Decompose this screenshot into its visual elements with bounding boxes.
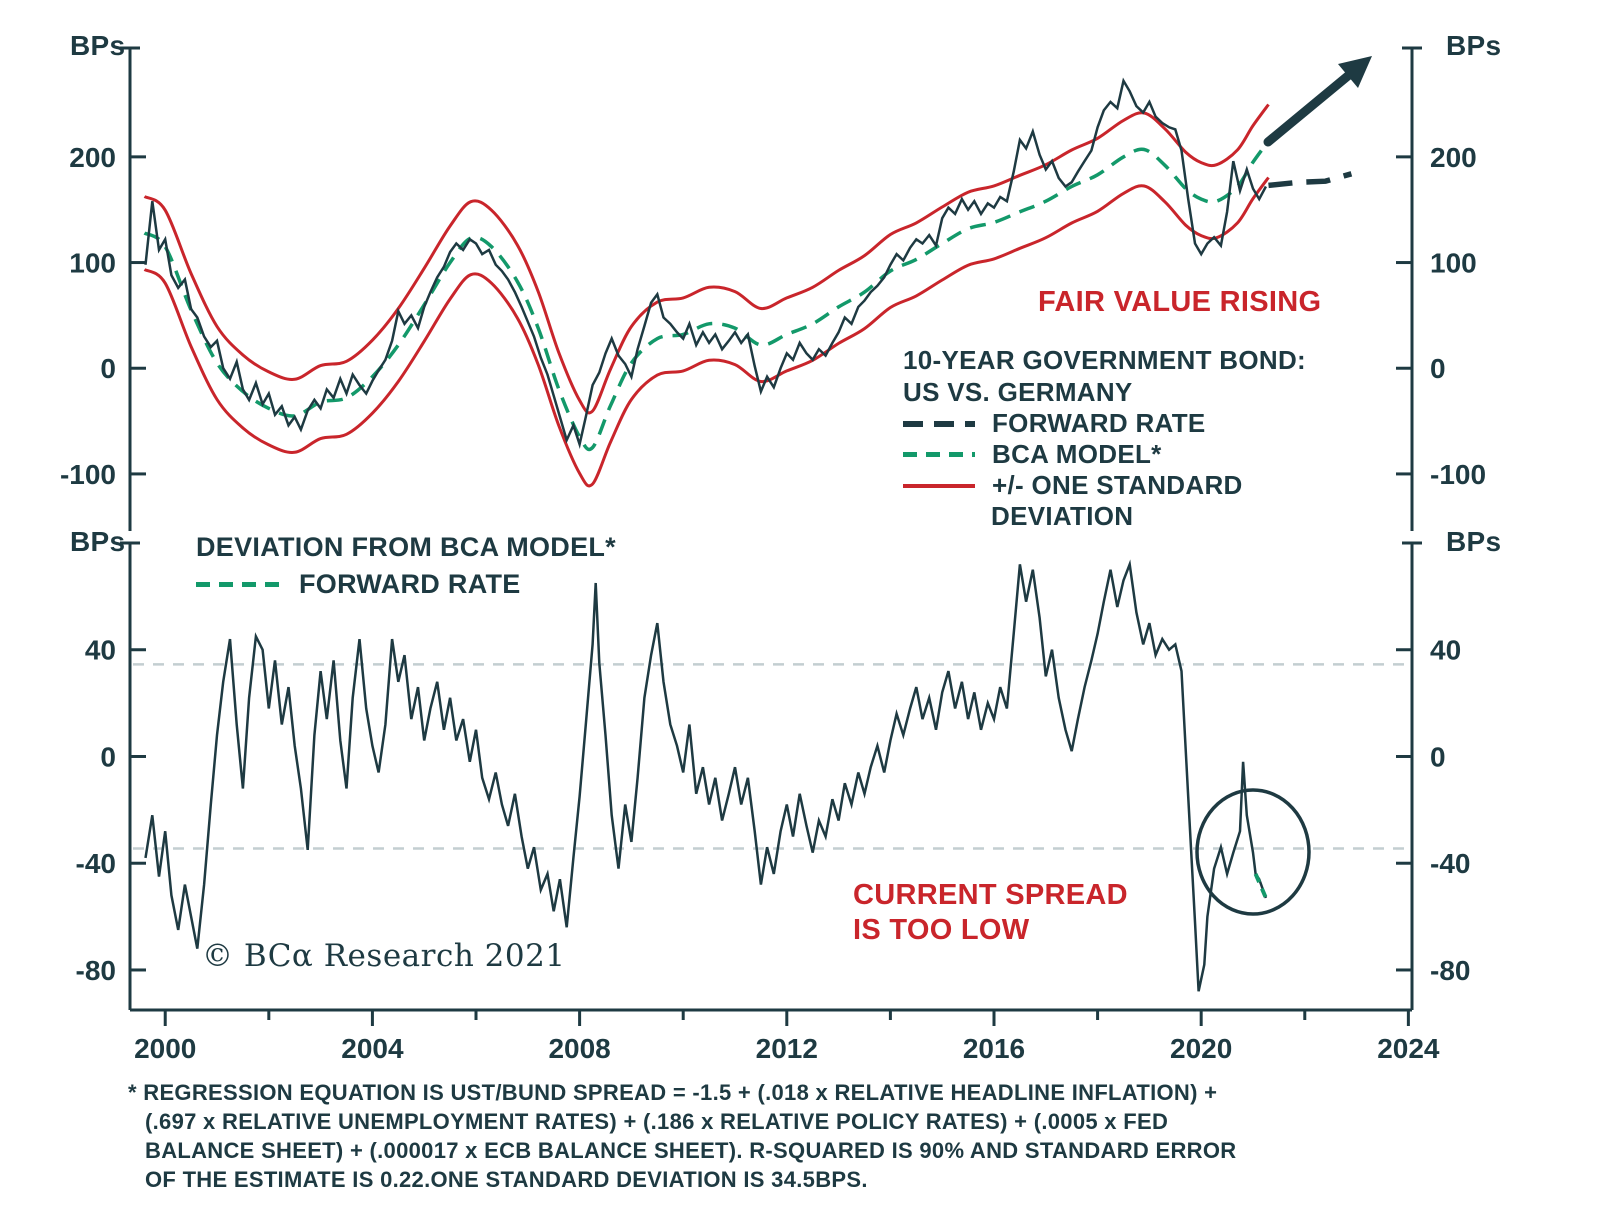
y-tick-label: -40 <box>1430 848 1470 879</box>
forward-rate-dash-swatch <box>903 420 975 427</box>
y-tick-label: 200 <box>69 142 116 173</box>
y-tick-label: 0 <box>100 741 116 772</box>
std-dev-line-swatch <box>903 483 975 488</box>
x-tick-label: 2020 <box>1170 1033 1232 1064</box>
x-tick-label: 2004 <box>341 1033 404 1064</box>
deviation-line <box>144 559 1268 992</box>
unit-label-bottom-left: BPs <box>70 526 126 557</box>
current-spread-line2: IS TOO LOW <box>853 914 1030 946</box>
x-tick-label: 2016 <box>963 1033 1025 1064</box>
top-legend: 10-YEAR GOVERNMENT BOND: US VS. GERMANY … <box>903 344 1306 532</box>
y-tick-label: 40 <box>85 635 116 666</box>
x-tick-label: 2008 <box>548 1033 610 1064</box>
bottom-legend-row: FORWARD RATE <box>196 569 616 600</box>
x-tick-label: 2012 <box>756 1033 818 1064</box>
footnote-line3: BALANCE SHEET) + (.000017 x ECB BALANCE … <box>145 1138 1237 1163</box>
std-dev-lower-line <box>143 176 1270 488</box>
y-tick-label: 0 <box>100 353 116 384</box>
deviation-panel-series <box>144 559 1268 992</box>
regression-footnote: * REGRESSION EQUATION IS UST/BUND SPREAD… <box>128 1078 1278 1194</box>
y-tick-label: -100 <box>1430 459 1486 490</box>
legend-title-line2: US VS. GERMANY <box>903 377 1133 407</box>
legend-title-line1: 10-YEAR GOVERNMENT BOND: <box>903 345 1307 375</box>
std-dev-label-line1: +/- ONE STANDARD <box>992 470 1243 500</box>
legend-row-std-dev: +/- ONE STANDARD <box>903 470 1306 501</box>
y-tick-label: 100 <box>69 248 116 279</box>
deviation-recent-line <box>1253 873 1268 899</box>
x-tick-label: 2024 <box>1377 1033 1440 1064</box>
forward-rate-forecast-line <box>1268 171 1353 189</box>
y-tick-label: 100 <box>1430 248 1477 279</box>
bca-model-label: BCA MODEL* <box>992 439 1162 469</box>
bca-model-dash-swatch <box>903 452 975 457</box>
y-tick-label: 0 <box>1430 353 1446 384</box>
unit-label-top-left: BPs <box>70 30 126 61</box>
footnote-line4: OF THE ESTIMATE IS 0.22.ONE STANDARD DEV… <box>145 1167 868 1192</box>
bottom-legend-title: DEVIATION FROM BCA MODEL* <box>196 532 616 562</box>
footnote-line2: (.697 x RELATIVE UNEMPLOYMENT RATES) + (… <box>145 1109 1169 1134</box>
legend-row-std-dev-2: DEVIATION <box>903 501 1306 532</box>
y-tick-label: 0 <box>1430 741 1446 772</box>
forward-rate-green-dash-swatch <box>196 582 280 587</box>
forward-rate-label: FORWARD RATE <box>992 408 1206 438</box>
bca-model-line <box>143 139 1270 452</box>
bottom-forward-rate-label: FORWARD RATE <box>299 569 521 599</box>
current-spread-circle <box>1195 788 1311 916</box>
x-tick-label: 2000 <box>134 1033 196 1064</box>
copyright-notice: © BCα Research 2021 <box>202 938 566 974</box>
y-tick-label: -40 <box>76 848 116 879</box>
std-dev-label-line2: DEVIATION <box>991 501 1134 531</box>
unit-label-bottom-right: BPs <box>1446 526 1502 557</box>
legend-row-bca-model: BCA MODEL* <box>903 439 1306 470</box>
current-spread-annotation: CURRENT SPREAD IS TOO LOW <box>853 878 1128 948</box>
current-spread-line1: CURRENT SPREAD <box>853 879 1128 911</box>
std-dev-upper-line <box>143 103 1270 415</box>
forward-rate-line <box>144 77 1268 449</box>
unit-label-top-right: BPs <box>1446 30 1502 61</box>
spread-panel-series <box>143 77 1353 488</box>
y-tick-label: 200 <box>1430 142 1477 173</box>
fair-value-rising-annotation: FAIR VALUE RISING <box>1038 286 1322 318</box>
rising-arrow-head <box>1338 56 1372 88</box>
y-tick-label: 40 <box>1430 635 1461 666</box>
rising-arrow <box>1263 70 1354 147</box>
legend-row-forward-rate: FORWARD RATE <box>903 408 1306 439</box>
y-tick-label: -80 <box>1430 955 1470 986</box>
y-tick-label: -100 <box>60 459 116 490</box>
footnote-line1: * REGRESSION EQUATION IS UST/BUND SPREAD… <box>128 1080 1218 1105</box>
y-tick-label: -80 <box>76 955 116 986</box>
bottom-legend: DEVIATION FROM BCA MODEL* FORWARD RATE <box>196 530 616 600</box>
